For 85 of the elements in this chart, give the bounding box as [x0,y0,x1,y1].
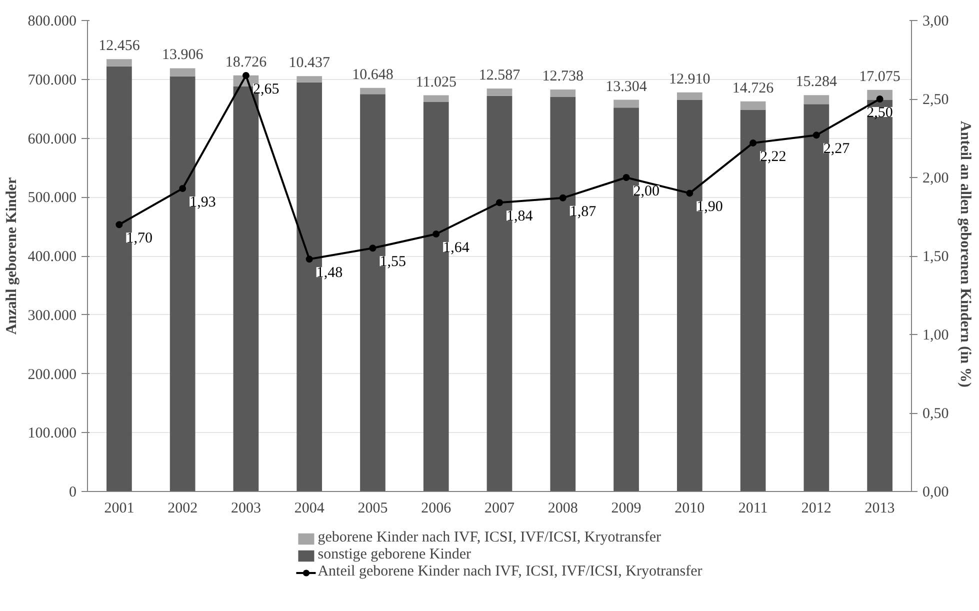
data-label: 17.075 [859,68,900,85]
bar [360,88,386,94]
data-label: 12.456 [98,38,140,54]
y-tick-label: 500.000 [28,190,76,206]
data-label: 10.437 [288,55,330,72]
legend-label: sonstige geborene Kinder [318,546,472,564]
y2-axis-title: Anteil an allen geborenen Kindern (in %) [956,120,973,388]
y-tick-label: 300.000 [28,308,76,324]
point [750,139,757,146]
data-label: 1,93 [190,194,216,210]
bar [867,90,892,100]
point [179,184,186,192]
bar [550,90,576,98]
bar [614,100,639,108]
x-tick-label: 2003 [230,500,261,516]
legend-label: geborene Kinder nach IVF, ICSI, IVF/ICSI, Kryotransfer [318,530,662,546]
y2-tick-label: 0,50 [922,406,949,422]
data-label: 14.726 [732,80,774,96]
data-label: 18.726 [225,54,268,70]
x-tick-label: 2004 [294,500,325,516]
point [496,199,503,206]
point [686,190,694,197]
y-tick-label: 700.000 [28,72,76,88]
x-tick-label: 2001 [104,500,134,516]
data-label: 10.648 [352,66,394,83]
y-tick-label: 800.000 [28,14,76,30]
data-label: 12.910 [669,71,710,88]
data-label: 13.906 [162,47,204,64]
y-tick-label: 200.000 [28,366,76,383]
data-label: 15.284 [796,74,838,90]
point [812,132,820,139]
point [432,230,440,238]
x-tick-label: 2005 [358,500,388,516]
x-tick-label: 2013 [864,500,895,516]
x-tick-label: 2012 [801,500,832,516]
data-label: 2,22 [760,148,786,165]
x-tick-label: 2008 [548,500,578,516]
data-label: 2,27 [823,141,850,158]
y-tick-label: 600.000 [28,131,76,148]
point [242,72,250,79]
bar [106,59,132,66]
y-tick-label: 400.000 [28,249,76,265]
data-label: 13.304 [606,78,648,95]
bar [486,88,512,96]
bar [676,92,702,100]
bar [804,95,830,104]
point [369,244,376,252]
y2-tick-label: 0,00 [922,484,949,500]
data-label: 12.587 [478,67,521,84]
bar [170,68,196,76]
x-tick-label: 2006 [421,500,452,516]
data-label: 11.025 [416,74,456,90]
data-label: 1,64 [443,240,470,256]
data-label: 1,87 [570,204,597,220]
bar [867,100,892,492]
y-tick-label: 100.000 [28,426,76,442]
data-label: 12.738 [542,68,584,85]
x-tick-label: 2011 [738,500,768,516]
bar [740,101,766,110]
data-label: 1,70 [126,230,152,247]
data-label: 1,90 [696,199,723,216]
data-label: 1,55 [380,254,406,270]
bar [423,95,449,102]
point [306,256,313,263]
y2-tick-label: 1,00 [922,328,949,344]
bar [296,76,322,82]
x-tick-label: 2010 [674,500,705,516]
data-label: 2,65 [252,81,280,98]
data-label: 2,00 [633,184,660,200]
point [559,194,566,202]
legend-label: Anteil geborene Kinder nach IVF, ICSI, IVF/ICSI, Kryotransfer [318,564,702,580]
data-label: 1,84 [506,208,534,225]
y2-tick-label: 3,00 [922,14,949,30]
point [876,96,884,102]
point [622,174,630,181]
point [116,221,123,228]
data-label: 1,48 [316,265,343,282]
y-axis-title: Anzahl geborene Kinder [4,177,20,335]
x-tick-label: 2007 [484,500,515,516]
x-tick-label: 2002 [168,500,198,516]
y2-tick-label: 1,50 [922,249,949,265]
y-tick-label: 0 [69,484,76,500]
x-tick-label: 2009 [611,500,642,516]
y2-tick-label: 2,00 [922,170,949,186]
y2-tick-label: 2,50 [922,92,949,108]
